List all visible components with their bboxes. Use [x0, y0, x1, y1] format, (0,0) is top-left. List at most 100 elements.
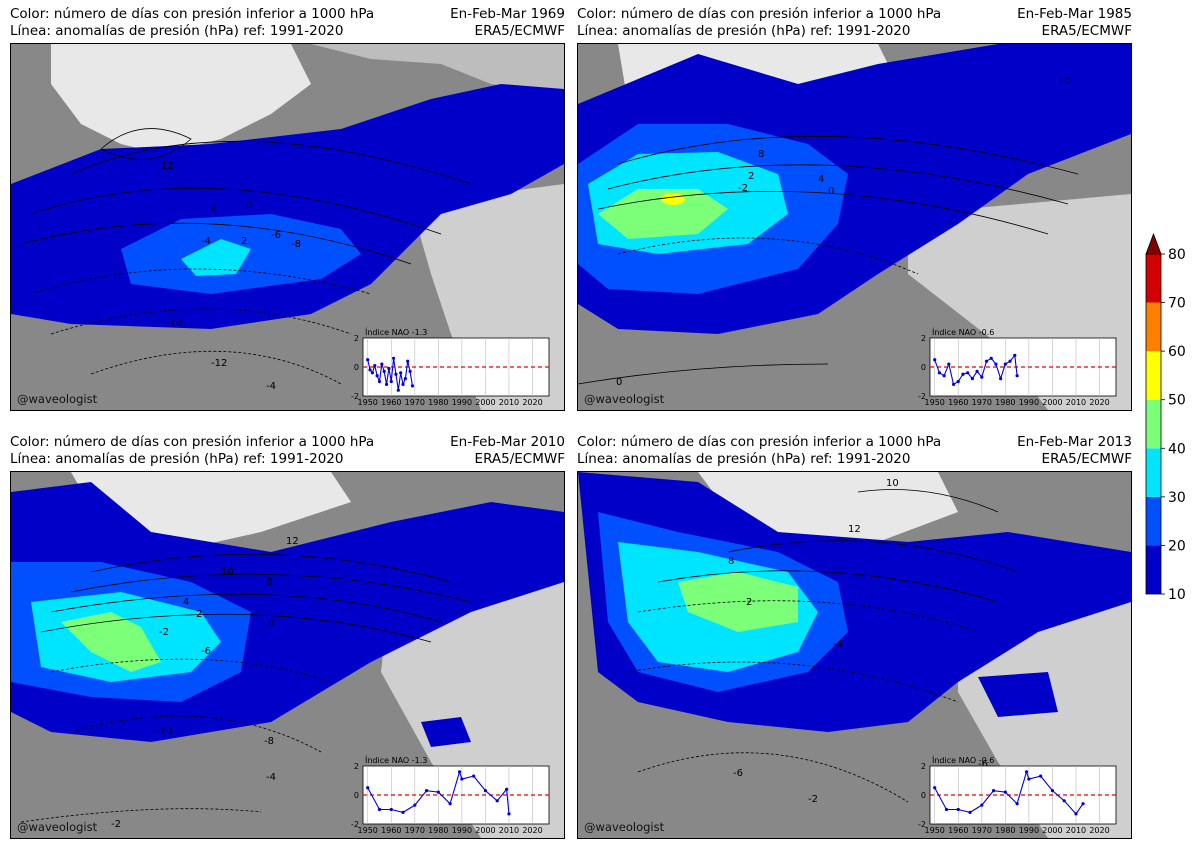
colorbar-tick-label: 20 — [1168, 538, 1186, 554]
nao-point — [933, 358, 937, 362]
contour-label: 12 — [848, 524, 861, 535]
nao-point — [1074, 812, 1078, 816]
nao-index-label: Índice NAO -0.6 — [932, 328, 995, 337]
nao-point — [1015, 802, 1019, 806]
nao-x-tick: 2020 — [1089, 826, 1109, 835]
line-legend-title: Línea: anomalías de presión (hPa) ref: 1… — [577, 23, 911, 39]
map-canvas: -2 0 2 4 8 10 0 — [578, 44, 1131, 410]
panel-period: En-Feb-Mar 1969 ERA5/ECMWF — [450, 6, 565, 40]
contour-label: 4 — [818, 174, 824, 185]
nao-point — [413, 803, 417, 807]
panel-title: Color: número de días con presión inferi… — [577, 6, 941, 40]
nao-x-tick: 1990 — [452, 826, 472, 835]
contour-label: 8 — [266, 577, 272, 588]
source-label: ERA5/ECMWF — [474, 23, 565, 39]
nao-point — [1062, 799, 1066, 803]
nao-point — [375, 374, 379, 378]
nao-y-tick: 2 — [354, 762, 359, 771]
colorbar-tick-label: 40 — [1168, 441, 1186, 457]
contour-label: -8 — [264, 736, 274, 747]
nao-x-tick: 1990 — [452, 398, 472, 407]
nao-point — [980, 375, 984, 379]
nao-point — [457, 770, 462, 774]
contour-label: 0 — [828, 186, 834, 197]
source-label: ERA5/ECMWF — [1041, 451, 1132, 467]
nao-point — [368, 368, 372, 372]
contour-label: -4 — [266, 772, 276, 783]
color-legend-title: Color: número de días con presión inferi… — [577, 434, 942, 450]
nao-x-tick: 1980 — [428, 398, 448, 407]
nao-y-tick: -2 — [351, 392, 359, 401]
nao-x-tick: 1950 — [925, 826, 945, 835]
map-2013: 10 12 8 2 -4 -6 -2 -6 @waveologist 1950 1… — [577, 471, 1132, 839]
nao-point — [408, 369, 412, 373]
nao-x-tick: 2000 — [475, 826, 495, 835]
panel-title: Color: número de días con presión inferi… — [577, 434, 941, 468]
nao-y-tick: -2 — [918, 392, 926, 401]
colorbar-segment — [1146, 302, 1161, 352]
nao-point — [975, 369, 979, 373]
nao-point — [401, 810, 405, 814]
period-label: En-Feb-Mar 1969 — [450, 6, 565, 22]
nao-x-tick: 1980 — [995, 398, 1015, 407]
nao-point — [460, 777, 464, 781]
nao-point — [991, 789, 996, 793]
nao-point — [507, 812, 511, 816]
period-label: En-Feb-Mar 2010 — [450, 434, 565, 450]
nao-point — [495, 799, 499, 803]
nao-x-tick: 1950 — [358, 398, 378, 407]
contour-label: 10 — [1058, 76, 1071, 87]
nao-x-tick: 2020 — [1089, 398, 1109, 407]
watermark: @waveologist — [17, 392, 98, 406]
nao-y-tick: 2 — [354, 334, 359, 343]
colorbar-tick-label: 10 — [1168, 587, 1186, 603]
nao-point — [366, 358, 370, 362]
source-label: ERA5/ECMWF — [1041, 23, 1132, 39]
nao-point — [994, 362, 998, 366]
nao-point — [373, 363, 377, 368]
contour-label: -6 — [978, 759, 988, 770]
nao-x-tick: 1960 — [948, 398, 968, 407]
nao-inset: 1950 1960 1970 1980 1990 2000 2010 2020 2 0 -2 Índ… — [333, 328, 553, 410]
line-legend-title: Línea: anomalías de presión (hPa) ref: 1… — [577, 451, 911, 467]
contour-label: -6 — [271, 230, 281, 241]
nao-point — [1039, 774, 1043, 778]
contour-label: 2 — [241, 236, 247, 247]
nao-point — [984, 359, 989, 363]
nao-point — [380, 362, 384, 366]
colorbar-segment — [1146, 496, 1161, 546]
nao-point — [472, 774, 476, 778]
colorbar-scale: 10 20 30 40 50 60 70 80 — [1145, 232, 1186, 603]
watermark: @waveologist — [584, 392, 665, 406]
nao-inset: 1950 1960 1970 1980 1990 2000 2010 2020 2 0 -2 Índ… — [900, 756, 1120, 838]
nao-point — [1003, 362, 1007, 366]
panel-title: Color: número de días con presión inferi… — [10, 434, 374, 468]
nao-point — [966, 371, 970, 375]
watermark: @waveologist — [584, 820, 665, 834]
nao-point — [944, 807, 949, 812]
panel-2013: Color: número de días con presión inferi… — [577, 434, 1132, 854]
contour-label: 12 — [286, 536, 299, 547]
panel-period: En-Feb-Mar 2013 ERA5/ECMWF — [1017, 434, 1132, 468]
color-legend-title: Color: número de días con presión inferi… — [577, 6, 942, 22]
nao-point — [389, 379, 393, 384]
nao-point — [392, 356, 396, 360]
contour-label: 0 — [616, 377, 622, 388]
nao-x-tick: 1970 — [972, 398, 992, 407]
nao-index-label: Índice NAO -1.3 — [365, 756, 428, 765]
nao-y-tick: 2 — [921, 762, 926, 771]
nao-point — [1027, 777, 1031, 781]
contour-label: -12 — [211, 358, 227, 369]
nao-x-tick: 1980 — [428, 826, 448, 835]
period-label: En-Feb-Mar 1985 — [1017, 6, 1132, 22]
nao-point — [989, 356, 993, 360]
nao-point — [448, 802, 452, 806]
nao-point — [377, 379, 382, 384]
nao-index-label: Índice NAO -1.3 — [365, 328, 428, 337]
contour-label: 8 — [758, 149, 764, 160]
nao-inset: 1950 1960 1970 1980 1990 2000 2010 2020 2 0 -2 Índ… — [333, 756, 553, 838]
nao-point — [403, 377, 407, 381]
nao-point — [366, 786, 370, 790]
